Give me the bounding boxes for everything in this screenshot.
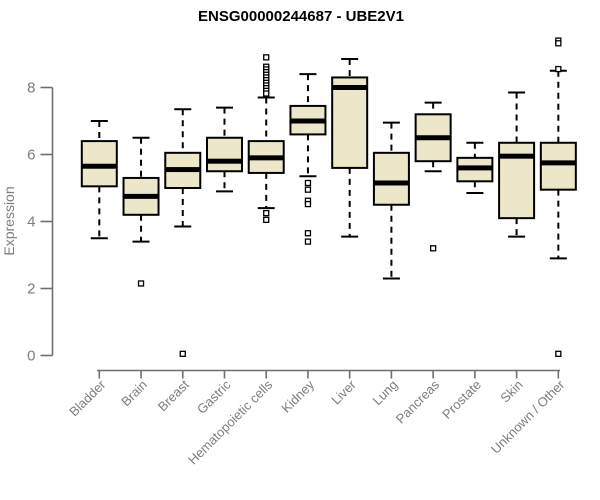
box-bladder	[80, 120, 118, 240]
box-hematopoietic-cells	[247, 54, 285, 223]
outlier-point	[304, 200, 312, 208]
outlier-point	[555, 40, 562, 47]
box-pancreas	[414, 101, 452, 252]
y-tick-label: 0	[27, 348, 35, 365]
category-label-kidney: Kidney	[278, 377, 317, 416]
median-bar	[248, 155, 284, 161]
box-unknown-other	[539, 37, 577, 357]
outlier-point	[555, 65, 562, 73]
box-gastric	[205, 106, 243, 193]
box-skin	[498, 91, 536, 238]
iqr-box	[539, 141, 577, 191]
category-label-lung: Lung	[369, 377, 400, 408]
y-axis-label: Expression	[1, 186, 17, 255]
y-tick-label: 6	[27, 147, 35, 164]
median-bar	[499, 153, 535, 159]
category-label-liver: Liver	[328, 377, 359, 408]
y-tick-label: 4	[27, 214, 35, 231]
category-label-brain: Brain	[118, 377, 150, 409]
category-label-bladder: Bladder	[66, 377, 109, 420]
outlier-point	[429, 245, 437, 252]
category-label-breast: Breast	[155, 377, 192, 414]
outlier-point	[555, 350, 562, 357]
median-bar	[540, 160, 576, 166]
category-label-gastric: Gastric	[194, 377, 234, 417]
median-bar	[206, 158, 242, 164]
outlier-point	[304, 238, 312, 245]
median-bar	[290, 118, 326, 124]
median-bar	[332, 85, 368, 90]
box-lung	[372, 121, 410, 280]
iqr-box	[372, 151, 410, 206]
box-breast	[164, 108, 202, 357]
outlier-point	[263, 216, 270, 223]
outlier-point	[263, 209, 270, 217]
median-bar	[81, 163, 117, 169]
median-bar	[457, 165, 493, 171]
outlier-point	[304, 179, 312, 187]
box-kidney	[289, 73, 327, 245]
y-tick-label: 8	[27, 80, 35, 97]
y-axis: 0 2 4 6 8	[27, 80, 54, 365]
box-liver	[331, 58, 369, 238]
outlier-point	[179, 350, 186, 357]
median-bar	[123, 193, 159, 199]
iqr-box	[331, 76, 369, 169]
outlier-point	[263, 90, 270, 97]
outlier-point	[304, 186, 312, 193]
y-tick-label: 2	[27, 281, 35, 298]
outlier-point	[137, 280, 145, 287]
category-label-skin: Skin	[497, 377, 525, 405]
category-label-prostate: Prostate	[439, 377, 484, 422]
iqr-box	[205, 136, 243, 173]
box-brain	[122, 136, 160, 287]
box-prostate	[456, 141, 494, 195]
outlier-point	[263, 54, 270, 61]
chart-title: ENSG00000244687 - UBE2V1	[198, 8, 404, 25]
iqr-box	[80, 140, 118, 188]
median-bar	[373, 180, 409, 186]
category-label-unknown-other: Unknown / Other	[488, 377, 568, 457]
median-bar	[415, 135, 451, 141]
median-bar	[165, 167, 201, 173]
category-label-pancreas: Pancreas	[393, 377, 443, 427]
outlier-point	[304, 230, 312, 237]
